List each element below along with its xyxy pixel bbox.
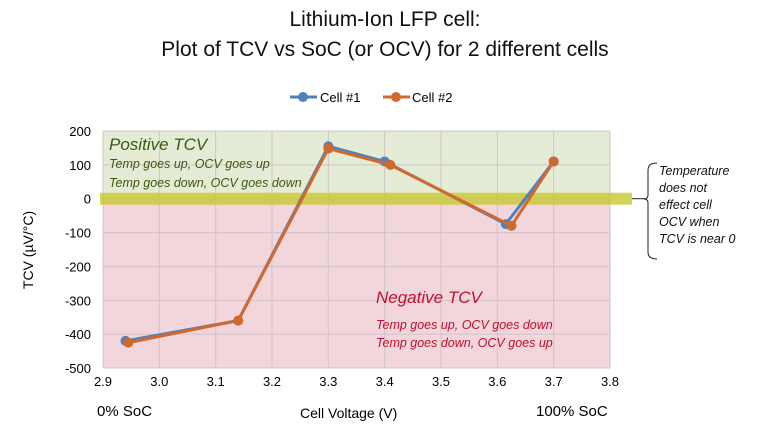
y-tick-label: -500 [65,361,91,376]
legend-label-cell2: Cell #2 [412,90,453,105]
data-point-cell2 [233,315,244,326]
negative-region [103,198,610,368]
x-tick-label: 3.2 [263,374,281,389]
chart-title-line1: Lithium-Ion LFP cell: [289,8,481,31]
soc-high-label: 100% SoC [536,403,608,420]
data-point-cell2 [385,159,396,170]
y-tick-label: 100 [69,158,91,173]
x-tick-label: 3.3 [319,374,337,389]
data-point-cell2 [506,220,517,231]
legend-label-cell1: Cell #1 [320,90,361,105]
data-point-cell2 [548,156,559,167]
data-point-cell2 [323,143,334,154]
positive-tcv-title: Positive TCV [109,135,208,154]
x-tick-label: 3.7 [545,374,563,389]
legend-marker-cell1 [298,92,308,102]
positive-tcv-line2: Temp goes down, OCV goes down [109,176,302,190]
x-tick-label: 3.5 [432,374,450,389]
brace-bracket [643,162,658,260]
y-tick-label: 0 [84,192,91,207]
series-line-2 [128,146,555,345]
x-tick-label: 3.1 [207,374,225,389]
x-tick-label: 3.0 [150,374,168,389]
positive-tcv-line1: Temp goes up, OCV goes up [109,157,270,171]
legend-cell2: Cell #2 [412,90,452,105]
chart-title-line2: Plot of TCV vs SoC (or OCV) for 2 differ… [161,38,609,61]
note-line: Temperature [659,164,730,178]
x-tick-label: 3.8 [601,374,619,389]
note-line: OCV when [659,215,720,229]
soc-low-label: 0% SoC [97,403,153,420]
y-axis-label: TCV (µV/°C) [20,210,36,290]
x-tick-label: 2.9 [94,374,112,389]
x-tick-label: 3.4 [376,374,394,389]
y-tick-label: -400 [65,327,91,342]
data-point-cell2 [123,337,134,348]
note-line: does not [659,181,707,195]
y-tick-label: -100 [65,226,91,241]
near-zero-band [100,192,632,205]
legend-marker-cell2 [391,92,401,102]
negative-tcv-title: Negative TCV [376,288,482,307]
y-tick-label: -300 [65,293,91,308]
note-line: effect cell [659,198,712,212]
y-tick-label: -200 [65,259,91,274]
note-line: TCV is near 0 [659,232,736,246]
legend-cell1: Cell #1 [320,90,360,105]
negative-tcv-line2: Temp goes down, OCV goes up [376,336,553,350]
x-axis-label: Cell Voltage (V) [300,405,398,421]
near-zero-note: Temperature does not effect cell OCV whe… [659,163,735,248]
x-tick-label: 3.6 [488,374,506,389]
y-tick-label: 200 [69,124,91,139]
negative-tcv-line1: Temp goes up, OCV goes down [376,318,553,332]
